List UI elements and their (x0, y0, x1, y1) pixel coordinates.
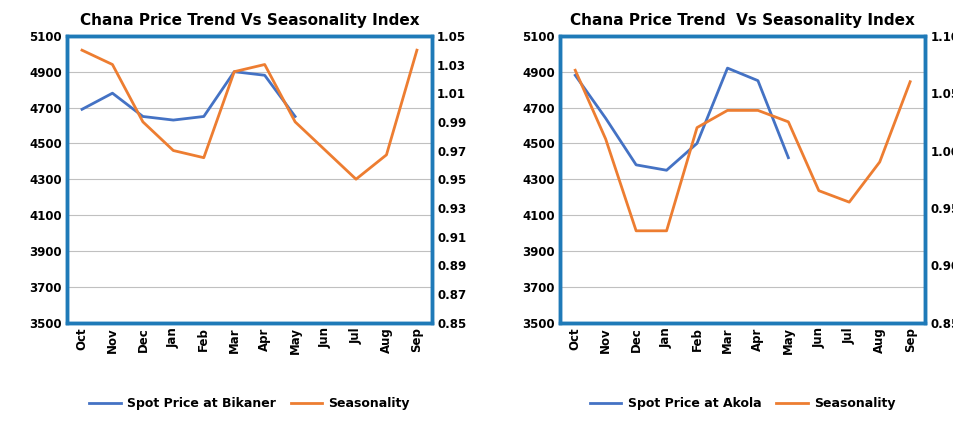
Spot Price at Akola (751, 78, 762, 83)
Seasonality (781, 119, 793, 125)
Legend: Spot Price at Bikaner, Seasonality: Spot Price at Bikaner, Seasonality (84, 392, 415, 415)
Spot Price at Bikaner (258, 73, 270, 78)
Seasonality (411, 47, 422, 53)
Seasonality (107, 62, 118, 67)
Seasonality (569, 68, 580, 73)
Spot Price at Bikaner (198, 114, 210, 119)
Seasonality (812, 188, 823, 194)
Spot Price at Akola (599, 116, 611, 121)
Seasonality (599, 136, 611, 142)
Line: Seasonality: Seasonality (575, 70, 909, 231)
Title: Chana Price Trend  Vs Seasonality Index: Chana Price Trend Vs Seasonality Index (570, 13, 914, 28)
Seasonality (630, 228, 641, 233)
Seasonality (660, 228, 672, 233)
Seasonality (137, 119, 149, 125)
Spot Price at Bikaner (137, 114, 149, 119)
Spot Price at Akola (721, 65, 733, 71)
Seasonality (721, 108, 733, 113)
Seasonality (258, 62, 270, 67)
Spot Price at Akola (630, 162, 641, 168)
Spot Price at Akola (691, 141, 702, 146)
Spot Price at Bikaner (168, 117, 179, 123)
Seasonality (903, 79, 915, 84)
Line: Spot Price at Bikaner: Spot Price at Bikaner (82, 72, 294, 120)
Seasonality (198, 155, 210, 160)
Seasonality (229, 69, 240, 74)
Line: Spot Price at Akola: Spot Price at Akola (575, 68, 787, 170)
Spot Price at Bikaner (229, 69, 240, 74)
Spot Price at Bikaner (107, 90, 118, 96)
Spot Price at Akola (569, 73, 580, 78)
Seasonality (289, 119, 300, 125)
Seasonality (873, 159, 884, 165)
Seasonality (842, 199, 854, 205)
Seasonality (319, 148, 331, 153)
Spot Price at Bikaner (76, 107, 88, 112)
Spot Price at Akola (781, 155, 793, 160)
Seasonality (691, 125, 702, 130)
Seasonality (168, 148, 179, 153)
Title: Chana Price Trend Vs Seasonality Index: Chana Price Trend Vs Seasonality Index (79, 13, 418, 28)
Seasonality (350, 177, 361, 182)
Spot Price at Bikaner (289, 114, 300, 119)
Legend: Spot Price at Akola, Seasonality: Spot Price at Akola, Seasonality (584, 392, 900, 415)
Seasonality (751, 108, 762, 113)
Line: Seasonality: Seasonality (82, 50, 416, 179)
Seasonality (76, 47, 88, 53)
Seasonality (380, 152, 392, 158)
Spot Price at Akola (660, 168, 672, 173)
